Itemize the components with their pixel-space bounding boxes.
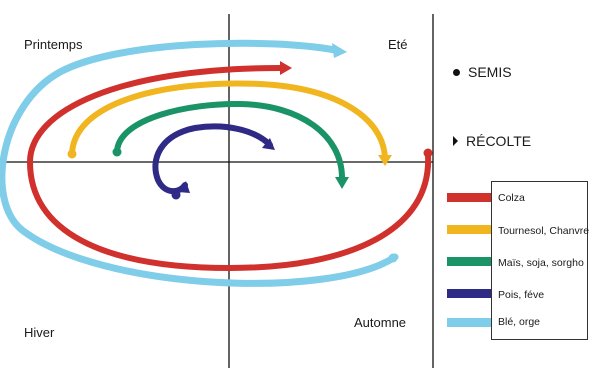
arc-mais	[114, 100, 345, 181]
arc-tournesol	[69, 80, 388, 163]
harvest-arrowhead-pois-inner	[178, 181, 190, 193]
season-label-spring: Printemps	[24, 37, 83, 52]
season-label-winter: Hiver	[24, 325, 55, 340]
harvest-arrowhead-pois	[262, 138, 275, 150]
legend-label-ble: Blé, orge	[498, 316, 541, 328]
sowing-dot-pois	[171, 190, 181, 200]
legend-label-colza: Colza	[498, 192, 525, 204]
legend-swatch-colza	[447, 193, 491, 202]
legend-swatch-mais	[447, 257, 491, 266]
legend-swatch-pois	[447, 289, 491, 298]
sowing-dot-tournesol	[67, 149, 77, 159]
season-label-summer: Eté	[388, 37, 408, 52]
legend-label-tournesol: Tournesol, Chanvre	[498, 225, 590, 237]
arc-ble	[0, 39, 399, 287]
sowing-dot-ble	[388, 253, 398, 263]
season-label-autumn: Automne	[354, 315, 407, 330]
legend-swatch-ble	[447, 318, 491, 327]
harvest-arrowhead-colza	[280, 61, 292, 75]
harvest-arrowhead-tournesol	[378, 155, 392, 166]
arc-pois	[152, 123, 273, 195]
legend-swatch-tournesol	[447, 225, 491, 234]
legend-label-mais: Maïs, soja, sorgho	[498, 257, 584, 269]
key-harvest: RÉCOLTE	[453, 133, 531, 149]
harvest-arrowhead-ble	[332, 43, 347, 58]
arrowhead-icon	[453, 136, 458, 146]
key-harvest-label: RÉCOLTE	[466, 133, 532, 149]
sowing-dot-colza	[423, 148, 433, 158]
arc-colza	[26, 65, 432, 272]
key-sowing-label: SEMIS	[468, 64, 512, 80]
sowing-dot-mais	[112, 147, 122, 157]
harvest-arrowhead-mais	[335, 177, 349, 189]
legend-box	[491, 181, 588, 340]
legend-label-pois: Pois, féve	[498, 289, 545, 301]
key-sowing: SEMIS	[453, 64, 512, 80]
dot-icon	[453, 68, 460, 76]
